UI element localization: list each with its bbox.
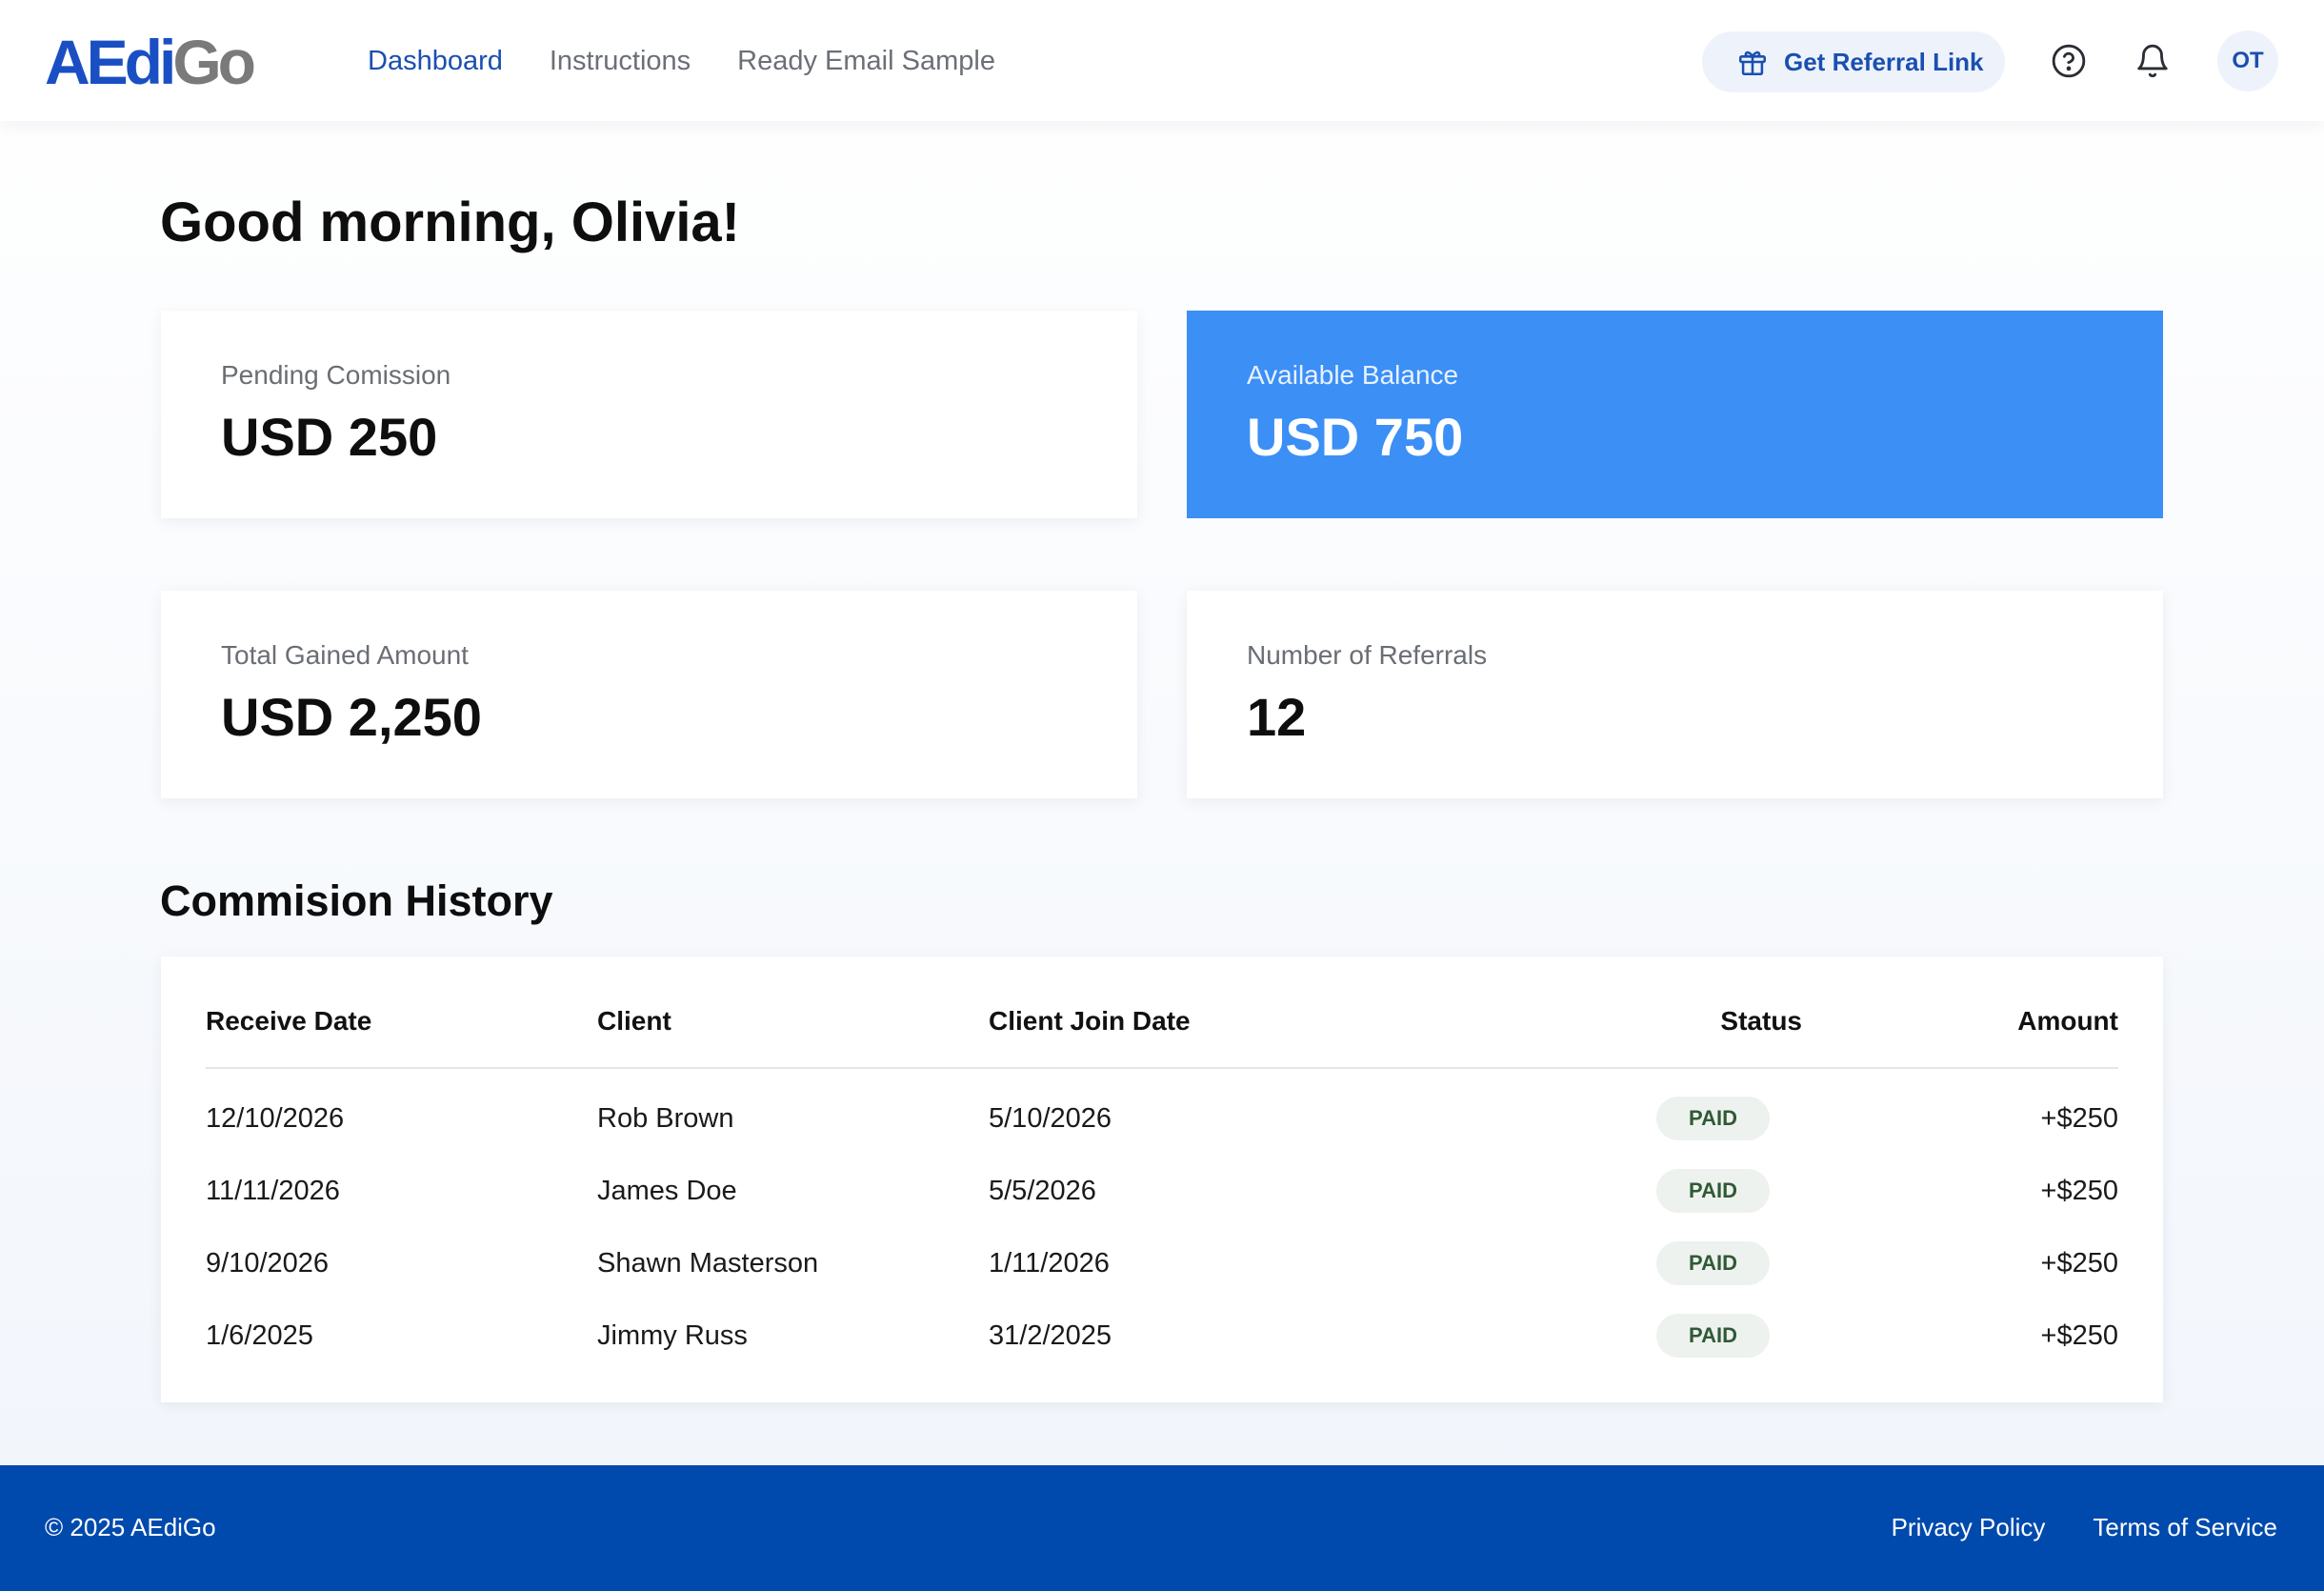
join-date-cell: 31/2/2025	[989, 1320, 1112, 1351]
column-header-status: Status	[1720, 1006, 1802, 1036]
receive-date-cell: 9/10/2026	[206, 1248, 330, 1279]
commission-history-table: Receive Date Client Client Join Date Sta…	[161, 957, 2163, 1402]
privacy-policy-link[interactable]: Privacy Policy	[1891, 1513, 2046, 1541]
receive-date-cell: 12/10/2026	[206, 1103, 345, 1134]
nav-instructions[interactable]: Instructions	[549, 46, 691, 76]
notifications-button[interactable]	[2134, 40, 2172, 82]
status-badge: PAID	[1656, 1241, 1770, 1285]
logo-text-secondary: Go	[172, 27, 256, 97]
column-header-client-join-date: Client Join Date	[989, 1006, 1191, 1036]
copyright-text: © 2025 AEdiGo	[45, 1513, 216, 1541]
nav-ready-email-sample[interactable]: Ready Email Sample	[737, 46, 995, 76]
amount-cell: +$250	[2040, 1103, 2118, 1134]
client-cell: Jimmy Russ	[597, 1320, 748, 1351]
get-referral-link-button[interactable]: Get Referral Link	[1702, 31, 2005, 92]
terms-of-service-link[interactable]: Terms of Service	[2093, 1513, 2277, 1541]
column-header-receive-date: Receive Date	[206, 1006, 372, 1036]
receive-date-cell: 11/11/2026	[206, 1176, 340, 1206]
table-header-row: Receive Date Client Client Join Date Sta…	[206, 1002, 2118, 1040]
join-date-cell: 1/11/2026	[989, 1248, 1110, 1279]
stat-value: 12	[1247, 687, 1307, 747]
table-row: 12/10/2026 Rob Brown 5/10/2026 PAID +$25…	[206, 1097, 2118, 1140]
client-cell: Rob Brown	[597, 1103, 734, 1134]
receive-date-cell: 1/6/2025	[206, 1320, 313, 1351]
referrals-count-card: Number of Referrals 12	[1187, 591, 2163, 798]
amount-cell: +$250	[2040, 1176, 2118, 1206]
table-row: 1/6/2025 Jimmy Russ 31/2/2025 PAID +$250	[206, 1314, 2118, 1358]
pending-commission-card: Pending Comission USD 250	[161, 311, 1137, 518]
stat-label: Total Gained Amount	[221, 640, 469, 670]
table-row: 9/10/2026 Shawn Masterson 1/11/2026 PAID…	[206, 1241, 2118, 1285]
stat-value: USD 250	[221, 407, 438, 467]
client-cell: Shawn Masterson	[597, 1248, 819, 1279]
gift-icon	[1738, 50, 1767, 76]
top-header: AEdi Go Dashboard Instructions Ready Emai…	[0, 0, 2324, 121]
stat-label: Pending Comission	[221, 360, 451, 390]
commission-history-title: Commision History	[160, 876, 553, 925]
status-badge: PAID	[1656, 1097, 1770, 1140]
footer-links: Privacy Policy Terms of Service	[1892, 1510, 2277, 1544]
stat-label: Available Balance	[1247, 360, 1459, 390]
join-date-cell: 5/10/2026	[989, 1103, 1112, 1134]
logo[interactable]: AEdi Go	[45, 27, 256, 97]
referral-button-label: Get Referral Link	[1784, 47, 1984, 76]
page-footer: © 2025 AEdiGo Privacy Policy Terms of Se…	[0, 1465, 2324, 1591]
stat-label: Number of Referrals	[1247, 640, 1488, 670]
table-row: 11/11/2026 James Doe 5/5/2026 PAID +$250	[206, 1169, 2118, 1213]
stat-value: USD 750	[1247, 407, 1464, 467]
user-avatar[interactable]: OT	[2217, 30, 2278, 91]
available-balance-card: Available Balance USD 750	[1187, 311, 2163, 518]
column-header-amount: Amount	[2017, 1006, 2118, 1036]
stat-value: USD 2,250	[221, 687, 482, 747]
help-circle-icon	[2052, 44, 2086, 78]
nav-dashboard[interactable]: Dashboard	[368, 46, 503, 76]
main-nav: Dashboard Instructions Ready Email Sampl…	[368, 42, 995, 80]
logo-text-primary: AEdi	[45, 27, 176, 97]
column-header-client: Client	[597, 1006, 671, 1036]
greeting-heading: Good morning, Olivia!	[160, 191, 740, 253]
table-divider	[206, 1067, 2118, 1069]
total-gained-card: Total Gained Amount USD 2,250	[161, 591, 1137, 798]
join-date-cell: 5/5/2026	[989, 1176, 1096, 1206]
status-badge: PAID	[1656, 1314, 1770, 1358]
amount-cell: +$250	[2040, 1248, 2118, 1279]
status-badge: PAID	[1656, 1169, 1770, 1213]
bell-icon	[2137, 44, 2168, 78]
help-button[interactable]	[2050, 40, 2088, 82]
amount-cell: +$250	[2040, 1320, 2118, 1351]
client-cell: James Doe	[597, 1176, 737, 1206]
